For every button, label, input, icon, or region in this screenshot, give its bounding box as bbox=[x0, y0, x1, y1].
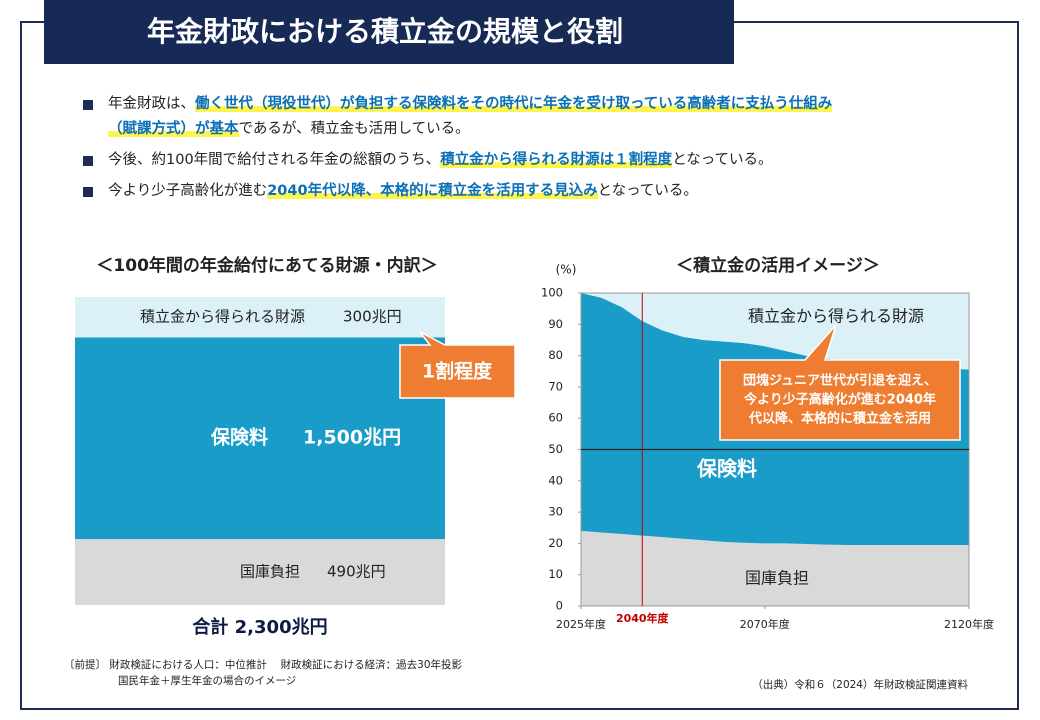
segment-name: 積立金から得られる財源 bbox=[140, 308, 305, 326]
emphasis: 積立金から得られる財源は１割程度 bbox=[440, 152, 673, 168]
y-tick-label: 20 bbox=[548, 536, 563, 550]
bar-segment bbox=[75, 297, 445, 338]
chart-title: ＜積立金の活用イメージ＞ bbox=[676, 255, 880, 276]
y-tick-label: 10 bbox=[548, 567, 563, 581]
title-box bbox=[44, 0, 734, 64]
y-tick-label: 100 bbox=[541, 286, 563, 300]
footnote: 国民年金＋厚生年金の場合のイメージ bbox=[118, 674, 296, 687]
bullet-text: となっている。 bbox=[597, 183, 698, 199]
y-tick-label: 60 bbox=[548, 411, 563, 425]
y-tick-label: 0 bbox=[556, 599, 563, 613]
total: 合計 2,300兆円 bbox=[192, 616, 327, 638]
emphasis: 働く世代（現役世代）が負担する保険料をその時代に年金を受け取っている高齢者に支払… bbox=[108, 96, 833, 137]
y-tick-label: 70 bbox=[548, 379, 563, 393]
bullet-text: 今後、約100年間で給付される年金の総額のうち、 bbox=[108, 152, 441, 168]
value-label: 490兆円 bbox=[327, 563, 386, 581]
bullets: 年金財政は、働く世代（現役世代）が負担する保険料をその時代に年金を受け取っている… bbox=[80, 92, 840, 210]
marker-label: 2040年度 bbox=[616, 611, 670, 625]
bar-segment bbox=[75, 539, 445, 605]
title: 年金財政における積立金の規模と役割 bbox=[147, 15, 623, 48]
segment-name: 保険料 bbox=[210, 426, 268, 449]
y-tick-label: 30 bbox=[548, 505, 563, 519]
annotation: 代以降、本格的に積立金を活用 bbox=[748, 411, 931, 427]
value-label: 1,500兆円 bbox=[303, 427, 401, 449]
callout bbox=[399, 331, 516, 399]
x-tick-label: 2120年度 bbox=[944, 617, 994, 631]
y-tick-label: 50 bbox=[548, 442, 563, 456]
segment-name: 国庫負担 bbox=[240, 563, 300, 581]
x-tick-label: 2025年度 bbox=[556, 617, 606, 631]
bar-segment bbox=[75, 337, 445, 540]
y-tick-label: 40 bbox=[548, 473, 563, 487]
y-tick-label: 80 bbox=[548, 348, 563, 362]
area bbox=[581, 293, 969, 370]
area bbox=[581, 530, 969, 606]
bullet: 今より少子高齢化が進む2040年代以降、本格的に積立金を活用する見込みとなってい… bbox=[80, 179, 840, 204]
callout bbox=[719, 324, 961, 441]
y-label: (%) bbox=[556, 263, 577, 277]
value-label: 300兆円 bbox=[343, 308, 402, 326]
y-tick-label: 90 bbox=[548, 317, 563, 331]
footnote: 〔前提〕 財政検証における人口：中位推計 財政検証における経済：過去30年投影 bbox=[64, 658, 463, 671]
bullet-text: 今より少子高齢化が進む bbox=[108, 183, 268, 199]
annotation: 1割程度 bbox=[422, 360, 493, 383]
x-tick-label: 2070年度 bbox=[740, 617, 790, 631]
source: （出典）令和６（2024）年財政検証関連資料 bbox=[752, 678, 968, 691]
bullet-text: となっている。 bbox=[672, 152, 773, 168]
bullet-text: であるが、積立金も活用している。 bbox=[238, 121, 470, 137]
area-label: 保険料 bbox=[696, 457, 757, 481]
emphasis: 2040年代以降、本格的に積立金を活用する見込み bbox=[267, 183, 598, 199]
area-label: 国庫負担 bbox=[745, 569, 809, 588]
bullet: 年金財政は、働く世代（現役世代）が負担する保険料をその時代に年金を受け取っている… bbox=[80, 92, 840, 142]
bullet: 今後、約100年間で給付される年金の総額のうち、積立金から得られる財源は１割程度… bbox=[80, 148, 840, 173]
bullet-text: 年金財政は、 bbox=[108, 96, 195, 112]
annotation: 今より少子高齢化が進む2040年 bbox=[743, 392, 936, 408]
area-label: 積立金から得られる財源 bbox=[748, 307, 924, 326]
chart-title: ＜100年間の年金給付にあてる財源・内訳＞ bbox=[96, 255, 437, 276]
annotation: 団塊ジュニア世代が引退を迎え、 bbox=[743, 373, 937, 389]
